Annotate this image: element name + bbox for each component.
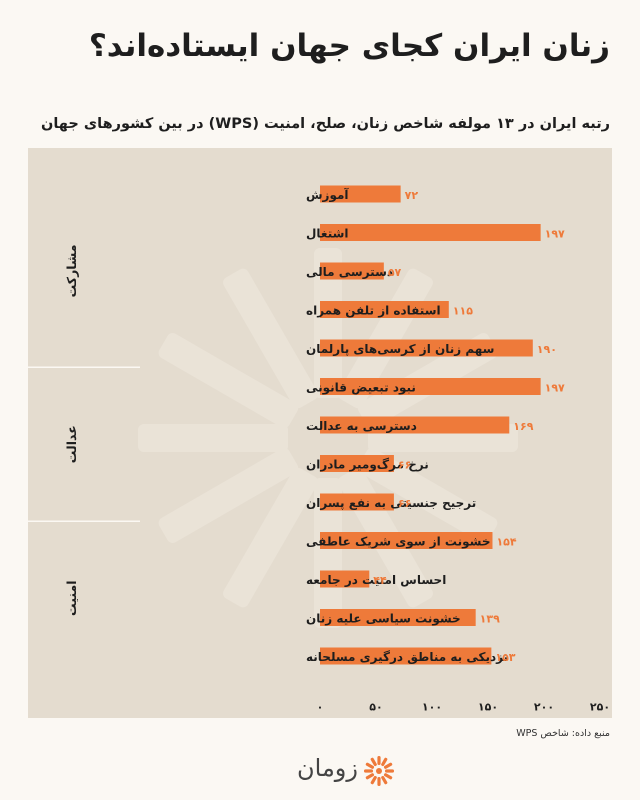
chart-panel: مشارکت عدالت امنیت آموزش ۷۲ اشتغال ۱۹۷ دسترسی … <box>28 148 612 718</box>
x-tick-label: ۱۰۰ <box>422 701 442 714</box>
bar-label: دسترسی به عدالت <box>306 419 417 433</box>
bar <box>320 609 476 626</box>
group-label: امنیت <box>64 581 79 616</box>
bar <box>320 262 384 280</box>
chart-subtitle: رتبه ایران در ۱۳ مولفه شاخص زنان، صلح، ا… <box>40 116 610 132</box>
zooman-burst-icon <box>364 756 394 786</box>
group-label: عدالت <box>64 425 79 463</box>
bar-label: خشونت از سوی شریک عاطفی <box>306 535 491 550</box>
bar-label: آموزش <box>306 187 349 203</box>
x-tick-label: ۵۰ <box>369 701 382 714</box>
bar <box>320 301 449 318</box>
value-label: ۶۶ <box>398 497 411 510</box>
bar <box>320 339 533 357</box>
x-tick-label: ۲۵۰ <box>590 701 610 714</box>
bar <box>320 493 394 511</box>
brand-logo: زومان <box>0 750 640 790</box>
bar <box>320 224 541 241</box>
bar-chart: مشارکت عدالت امنیت آموزش ۷۲ اشتغال ۱۹۷ دسترسی … <box>28 185 610 714</box>
bar-label: دسترسی مالی <box>306 265 393 279</box>
value-label: ۴۴ <box>373 574 387 587</box>
x-tick-label: ۰ <box>317 701 324 714</box>
bar-label: احساس امنیت در جامعه <box>306 573 446 587</box>
x-tick-label: ۲۰۰ <box>534 701 554 714</box>
value-label: ۱۹۷ <box>545 228 565 241</box>
bar <box>320 647 492 665</box>
source-note: منبع داده: شاخص WPS <box>516 728 610 739</box>
bar <box>320 416 510 434</box>
value-label: ۱۳۹ <box>480 613 500 626</box>
value-label: ۱۵۴ <box>496 536 516 549</box>
page-title: زنان ایران کجای جهان ایستاده‌اند؟ <box>88 28 611 64</box>
x-tick-label: ۱۵۰ <box>478 701 498 714</box>
value-label: ۶۶ <box>398 459 411 472</box>
value-label: ۱۹۷ <box>545 382 565 395</box>
value-label: ۱۵۳ <box>495 651 515 664</box>
bar-label: سهم زنان از کرسی‌های پارلمان <box>306 342 494 356</box>
bar-label: خشونت سیاسی علیه زنان <box>306 612 461 627</box>
bar-label: نزدیکی به مناطق درگیری مسلحانه <box>306 650 508 664</box>
value-label: ۱۹۰ <box>537 343 557 356</box>
bar <box>320 378 541 395</box>
bar-label: استفاده از تلفن همراه <box>306 304 441 318</box>
bar <box>320 185 401 203</box>
value-label: ۷۲ <box>405 189 419 202</box>
bar-label: اشتغال <box>306 227 349 241</box>
bar-label: نبود تبعیض قانونی <box>306 381 416 396</box>
value-label: ۵۷ <box>388 266 402 279</box>
group-label: مشارکت <box>64 245 79 298</box>
value-label: ۱۱۵ <box>453 305 473 318</box>
bar-label: ترجیح جنسیتی به نفع پسران <box>306 496 476 510</box>
bar-label: نرخ مرگ‌ومیر مادران <box>306 457 429 473</box>
logo-text: زومان <box>297 754 358 782</box>
bar <box>320 570 370 588</box>
value-label: ۱۶۹ <box>513 420 533 433</box>
bar <box>320 532 493 549</box>
bar <box>320 455 394 472</box>
